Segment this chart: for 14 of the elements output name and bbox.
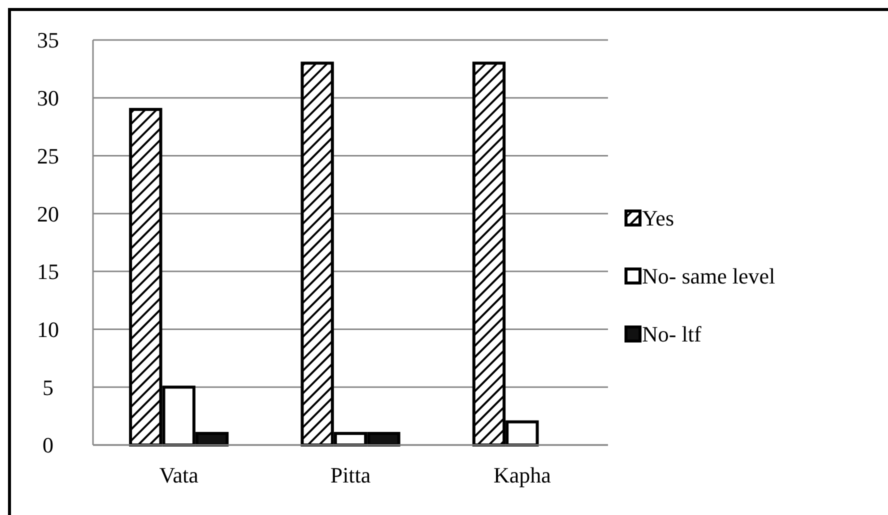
y-tick-label: 35 (37, 28, 59, 53)
legend-label: Yes (642, 206, 674, 231)
legend-label: No- ltf (642, 322, 702, 347)
x-tick-label: Pitta (330, 462, 371, 488)
y-tick-label: 15 (37, 259, 59, 284)
y-tick-label: 20 (37, 201, 59, 226)
y-tick-label: 10 (37, 316, 59, 342)
legend-label: No- same level (642, 264, 776, 289)
x-tick-label: Vata (159, 462, 199, 488)
y-tick-label: 30 (37, 86, 59, 111)
x-tick-label: Kapha (493, 462, 552, 488)
y-tick-label: 5 (42, 374, 54, 400)
y-tick-label: 0 (42, 432, 54, 458)
y-tick-label: 25 (37, 143, 59, 168)
